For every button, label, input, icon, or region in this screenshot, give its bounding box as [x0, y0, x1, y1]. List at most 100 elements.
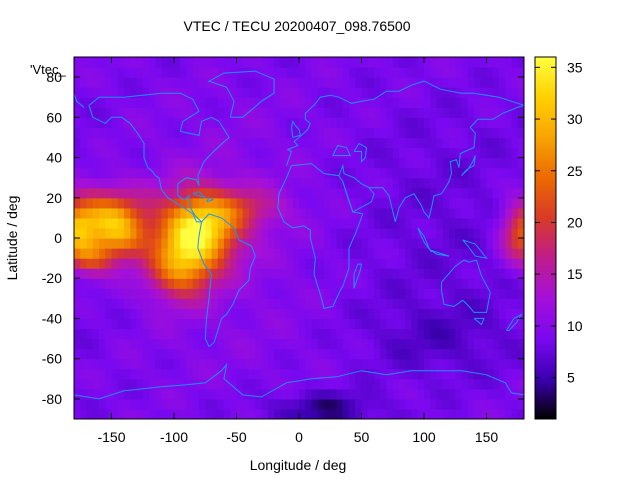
heatmap-cell [399, 288, 406, 299]
heatmap-cell [342, 127, 350, 139]
heatmap-cell [492, 408, 500, 419]
heatmap-cell [286, 398, 294, 410]
heatmap-cell [267, 368, 275, 380]
heatmap-cell [267, 177, 275, 189]
heatmap-cell [92, 167, 100, 179]
heatmap-cell [417, 358, 425, 370]
heatmap-cell [405, 348, 413, 360]
heatmap-cell [411, 338, 419, 350]
heatmap-cell [392, 348, 400, 360]
heatmap-cell [499, 117, 506, 128]
heatmap-cell [480, 127, 488, 139]
heatmap-cell [186, 338, 194, 350]
heatmap-cell [236, 318, 244, 330]
heatmap-cell [499, 398, 506, 410]
heatmap-cell [274, 398, 281, 410]
heatmap-cell [230, 87, 238, 98]
heatmap-cell [292, 127, 300, 139]
heatmap-cell [167, 127, 175, 139]
heatmap-cell [167, 157, 175, 169]
heatmap-cell [430, 398, 438, 410]
heatmap-cell [242, 398, 250, 410]
heatmap-cell [505, 238, 513, 249]
heatmap-cell [424, 388, 431, 400]
heatmap-cell [311, 398, 319, 410]
heatmap-cell [180, 217, 188, 229]
heatmap-cell [99, 338, 106, 350]
heatmap-cell [374, 408, 381, 419]
heatmap-cell [86, 338, 94, 350]
heatmap-cell [249, 278, 256, 289]
heatmap-cell [517, 97, 524, 108]
heatmap-cell [130, 87, 138, 98]
heatmap-cell [492, 388, 500, 400]
heatmap-cell [224, 328, 231, 340]
heatmap-cell [442, 248, 450, 259]
heatmap-cell [180, 197, 188, 209]
heatmap-cell [142, 408, 150, 419]
heatmap-cell [136, 258, 144, 269]
heatmap-cell [92, 227, 100, 239]
heatmap-cell [361, 288, 369, 299]
heatmap-cell [230, 127, 238, 139]
heatmap-cell [480, 177, 488, 189]
heatmap-cell [267, 127, 275, 139]
heatmap-cell [424, 328, 431, 340]
heatmap-cell [92, 318, 100, 330]
heatmap-cell [305, 227, 313, 239]
heatmap-cell [192, 368, 200, 380]
heatmap-cell [349, 408, 356, 419]
heatmap-cell [411, 358, 419, 370]
heatmap-cell [305, 328, 313, 340]
heatmap-cell [105, 197, 113, 209]
heatmap-cell [486, 187, 494, 199]
heatmap-cell [292, 107, 300, 118]
x-tick-label: -150 [97, 429, 125, 445]
heatmap-cell [230, 388, 238, 400]
heatmap-cell [411, 87, 419, 98]
heatmap-cell [467, 117, 475, 128]
heatmap-cell [474, 268, 481, 279]
heatmap-cell [242, 258, 250, 269]
heatmap-cell [292, 338, 300, 350]
coastline-path [430, 249, 450, 257]
heatmap-cell [449, 358, 456, 370]
heatmap-cell [74, 77, 81, 88]
heatmap-cell [336, 107, 344, 118]
heatmap-cell [467, 368, 475, 380]
heatmap-cell [486, 207, 494, 219]
heatmap-cell [86, 187, 94, 199]
heatmap-cell [199, 67, 206, 78]
heatmap-cell [361, 97, 369, 108]
heatmap-cell [417, 157, 425, 169]
heatmap-cell [261, 77, 269, 88]
heatmap-cell [374, 268, 381, 279]
heatmap-cell [324, 408, 331, 419]
heatmap-cell [355, 388, 363, 400]
heatmap-cell [136, 107, 144, 118]
heatmap-cell [280, 97, 288, 108]
heatmap-cell [242, 328, 250, 340]
heatmap-cell [174, 248, 181, 259]
heatmap-cell [211, 318, 219, 330]
heatmap-cell [336, 87, 344, 98]
heatmap-cell [336, 97, 344, 108]
heatmap-cell [142, 298, 150, 309]
heatmap-cell [480, 308, 488, 320]
heatmap-cell [299, 187, 306, 199]
heatmap-cell [99, 248, 106, 259]
heatmap-cell [324, 87, 331, 98]
heatmap-cell [299, 388, 306, 400]
heatmap-cell [474, 107, 481, 118]
heatmap-cell [355, 288, 363, 299]
heatmap-cell [355, 147, 363, 159]
heatmap-cell [305, 308, 313, 320]
heatmap-cell [461, 308, 469, 320]
heatmap-cell [399, 147, 406, 159]
heatmap-cell [461, 268, 469, 279]
heatmap-cell [274, 117, 281, 128]
heatmap-cell [467, 328, 475, 340]
heatmap-cell [161, 107, 169, 118]
heatmap-cell [486, 137, 494, 149]
heatmap-cell [261, 117, 269, 128]
